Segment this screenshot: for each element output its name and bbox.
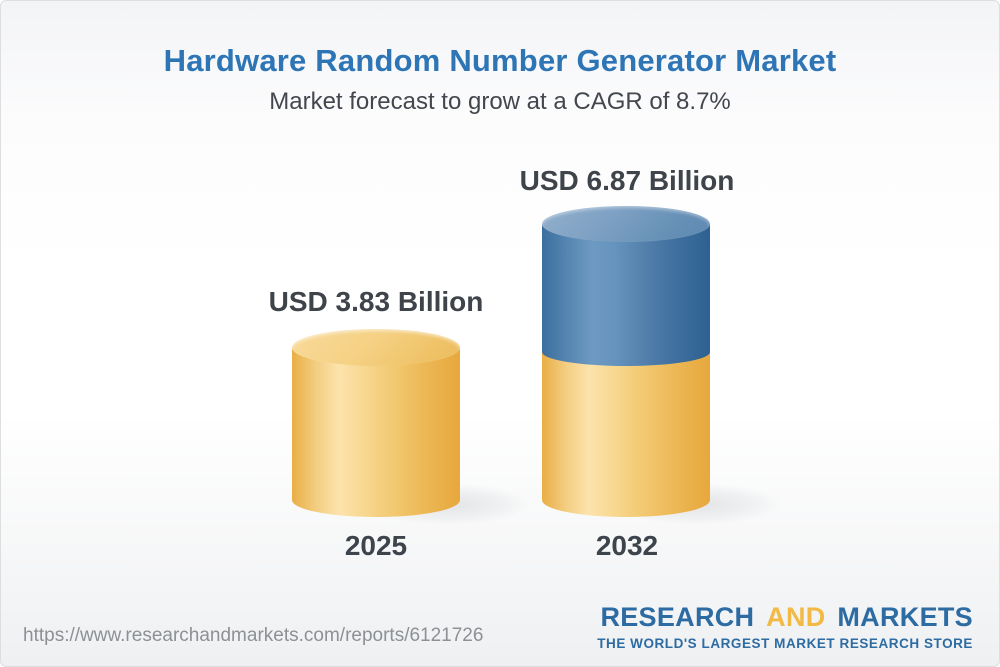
page-subtitle: Market forecast to grow at a CAGR of 8.7…	[269, 88, 731, 115]
logo-word-and: AND	[766, 602, 826, 632]
logo-tagline: THE WORLD'S LARGEST MARKET RESEARCH STOR…	[597, 636, 973, 651]
bar-2032-base-segment	[542, 348, 710, 517]
logo-word-markets: MARKETS	[837, 602, 973, 632]
page-title: Hardware Random Number Generator Market	[163, 43, 837, 78]
category-label-2025: 2025	[344, 530, 408, 561]
value-label-2025: USD 3.83 Billion	[268, 286, 484, 317]
value-label-2032: USD 6.87 Billion	[519, 165, 735, 196]
bar-2032-cylinder	[542, 206, 782, 525]
research-and-markets-logo: RESEARCH AND MARKETS THE WORLD'S LARGEST…	[597, 604, 973, 651]
bar-2025-top-ellipse	[292, 329, 460, 366]
logo-wordmark: RESEARCH AND MARKETS	[597, 604, 973, 631]
bar-2025-cylinder	[292, 329, 532, 525]
bar-2032-growth-segment	[542, 224, 710, 366]
category-label-2032: 2032	[595, 530, 659, 561]
report-url-link[interactable]: https://www.researchandmarkets.com/repor…	[23, 625, 484, 646]
bar-2025-body-segment	[292, 347, 460, 517]
bar-2032-top-ellipse	[542, 206, 710, 242]
logo-word-research: RESEARCH	[600, 602, 755, 632]
